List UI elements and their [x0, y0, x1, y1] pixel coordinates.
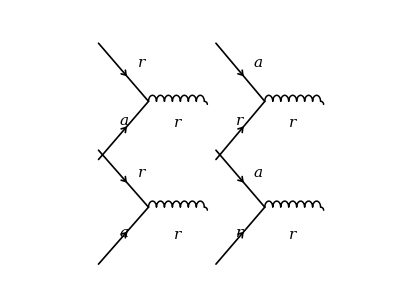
- Text: r: r: [173, 117, 181, 130]
- Text: r: r: [173, 228, 181, 242]
- Text: r: r: [235, 226, 242, 240]
- Text: a: a: [253, 56, 262, 70]
- Text: r: r: [288, 117, 296, 130]
- Text: a: a: [253, 166, 262, 180]
- Text: r: r: [288, 228, 296, 242]
- Text: r: r: [137, 56, 145, 70]
- Text: r: r: [235, 114, 242, 128]
- Text: a: a: [119, 226, 128, 240]
- Text: r: r: [137, 166, 145, 180]
- Text: a: a: [119, 114, 128, 128]
